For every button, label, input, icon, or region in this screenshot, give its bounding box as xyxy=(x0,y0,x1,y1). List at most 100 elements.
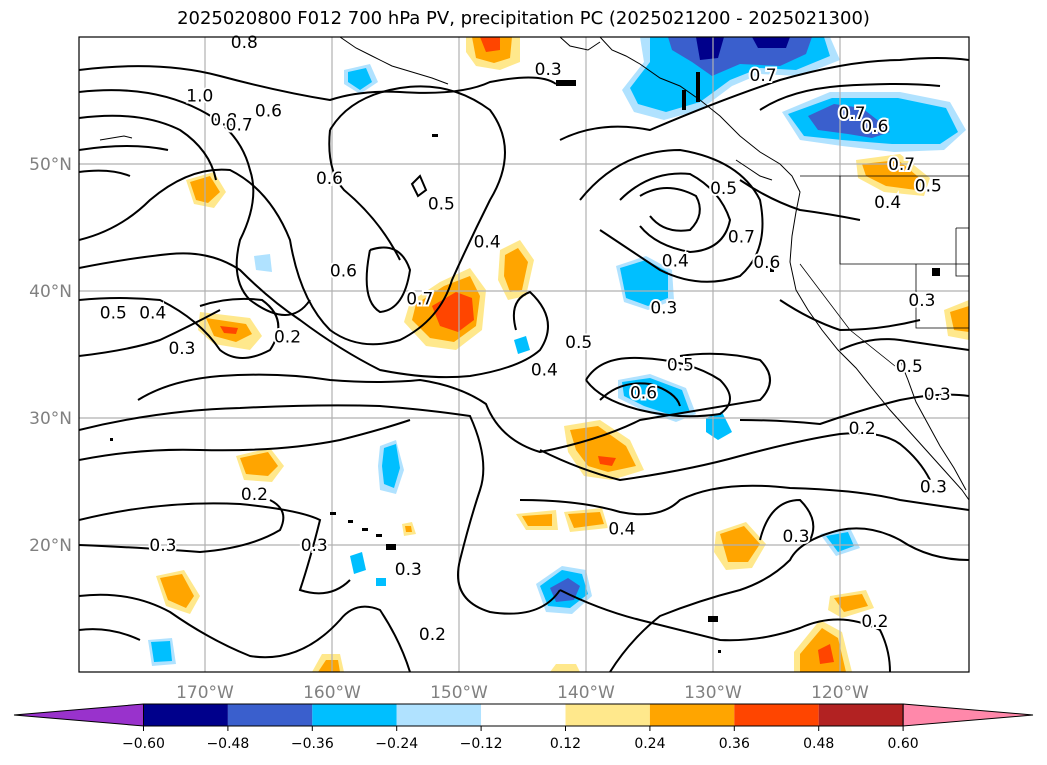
colorbar-segment xyxy=(734,704,819,726)
colorbar-extend-min xyxy=(13,703,144,727)
colorbar-segment xyxy=(818,704,904,726)
contour-label: 0.7 xyxy=(406,290,433,310)
contour-label: 0.3 xyxy=(395,560,422,580)
positive-anomaly-patch xyxy=(312,654,580,672)
contour-label: 0.5 xyxy=(100,304,127,324)
contour-label: 0.7 xyxy=(888,155,915,175)
contour-label: 0.4 xyxy=(139,304,166,324)
colorbar-tick-label: −0.24 xyxy=(375,736,418,752)
colorbar-tick-label: 0.36 xyxy=(719,736,750,752)
positive-anomaly-patch xyxy=(498,240,534,300)
contour-label: 0.2 xyxy=(274,328,301,348)
positive-anomaly-patch xyxy=(466,37,520,70)
colorbar-segment xyxy=(312,704,397,726)
contour-label: 0.3 xyxy=(920,478,947,498)
contour-label: 0.3 xyxy=(908,291,935,311)
contour-label: 0.2 xyxy=(241,485,268,505)
contour-label: 0.4 xyxy=(662,252,689,272)
positive-anomaly-patch xyxy=(564,420,644,480)
lat-tick-label: 20°N xyxy=(29,536,72,556)
colorbar-tick-label: 0.24 xyxy=(634,736,665,752)
contour-label: 0.5 xyxy=(710,179,737,199)
lon-tick-label: 150°W xyxy=(430,683,488,703)
colorbar-segment xyxy=(481,704,566,726)
contour-label: 0.3 xyxy=(924,385,951,405)
contour-label: 0.5 xyxy=(428,194,455,214)
negative-anomaly-patch xyxy=(536,566,592,614)
positive-anomaly-patch xyxy=(404,268,486,350)
colorbar-segment xyxy=(143,704,228,726)
contour-label: 0.2 xyxy=(849,419,876,439)
pv-contours xyxy=(79,57,969,672)
contour-label: 0.5 xyxy=(915,177,942,197)
lon-tick-label: 170°W xyxy=(176,683,234,703)
colorbar-tick-label: 0.12 xyxy=(550,736,581,752)
island-markers xyxy=(110,72,940,653)
contour-label: 0.2 xyxy=(861,612,888,632)
contour-label: 0.5 xyxy=(565,333,592,353)
contour-label: 0.3 xyxy=(301,536,328,556)
contour-label: 0.6 xyxy=(861,117,888,137)
lat-tick-label: 30°N xyxy=(29,409,72,429)
contour-label: 0.8 xyxy=(210,111,237,131)
positive-anomaly-patch xyxy=(198,312,262,350)
lon-tick-label: 120°W xyxy=(811,683,869,703)
positive-anomaly-patch xyxy=(156,570,200,614)
colorbar-tick-label: −0.36 xyxy=(291,736,334,752)
contour-label: 0.6 xyxy=(630,384,657,404)
contour-label: 0.3 xyxy=(650,299,677,319)
negative-anomaly-patch xyxy=(344,64,378,94)
lon-tick-label: 130°W xyxy=(684,683,742,703)
positive-anomaly-patch xyxy=(794,620,852,672)
colorbar xyxy=(13,703,1034,727)
colorbar-segment xyxy=(396,704,482,726)
contour-label: 0.4 xyxy=(608,519,635,539)
contour-label: 0.6 xyxy=(316,169,343,189)
precip-shading xyxy=(148,37,969,672)
positive-anomaly-patch xyxy=(856,154,969,340)
colorbar-tick-label: −0.60 xyxy=(122,736,165,752)
colorbar-tick-label: 0.48 xyxy=(803,736,834,752)
colorbar-frame xyxy=(143,703,904,727)
colorbar-segment xyxy=(565,704,650,726)
positive-anomaly-patch xyxy=(402,522,416,536)
contour-label: 0.6 xyxy=(330,262,357,282)
colorbar-extend-max xyxy=(902,703,1034,727)
negative-anomaly-patch xyxy=(622,37,840,120)
contour-label: 0.6 xyxy=(753,253,780,273)
contour-label: 0.3 xyxy=(783,527,810,547)
colorbar-tick-label: −0.12 xyxy=(460,736,503,752)
colorbar-segment xyxy=(649,704,735,726)
lat-tick-labels: 20°N 30°N 40°N 50°N xyxy=(29,155,72,556)
contour-label: 0.3 xyxy=(168,339,195,359)
contour-label: 0.3 xyxy=(535,60,562,80)
contour-label: 0.8 xyxy=(231,33,258,53)
contour-label: 1.0 xyxy=(186,86,213,106)
negative-anomaly-patch xyxy=(782,92,966,152)
colorbar-tick-label: 0.60 xyxy=(888,736,919,752)
contour-label: 0.3 xyxy=(149,536,176,556)
positive-anomaly-patch xyxy=(236,448,284,482)
contour-label: 0.7 xyxy=(728,227,755,247)
contour-label: 0.6 xyxy=(255,102,282,122)
lon-tick-labels: 170°W 160°W 150°W 140°W 130°W 120°W xyxy=(176,683,869,703)
map-frame xyxy=(78,36,970,673)
contour-label: 0.5 xyxy=(667,356,694,376)
contour-label: 0.7 xyxy=(750,66,777,86)
lon-tick-label: 140°W xyxy=(557,683,615,703)
positive-anomaly-patch xyxy=(516,508,608,532)
lon-tick-label: 160°W xyxy=(303,683,361,703)
lat-tick-label: 50°N xyxy=(29,155,72,175)
chart-title: 2025020800 F012 700 hPa PV, precipitatio… xyxy=(177,8,870,29)
contour-label: 0.7 xyxy=(226,116,253,136)
contour-labels: 0.81.00.80.70.60.60.60.50.40.30.5 0.40.30… xyxy=(98,31,953,647)
colorbar-tick-labels: −0.60 −0.48 −0.36 −0.24 −0.12 0.12 0.24 0.36 0.4… xyxy=(122,726,919,752)
contour-label: 0.5 xyxy=(896,357,923,377)
negative-anomaly-patch xyxy=(378,336,530,494)
colorbar-tick-label: −0.48 xyxy=(206,736,249,752)
colorbar-segment xyxy=(227,704,313,726)
contour-label: 0.2 xyxy=(419,625,446,645)
lat-tick-label: 40°N xyxy=(29,282,72,302)
positive-anomaly-patch xyxy=(186,172,226,208)
